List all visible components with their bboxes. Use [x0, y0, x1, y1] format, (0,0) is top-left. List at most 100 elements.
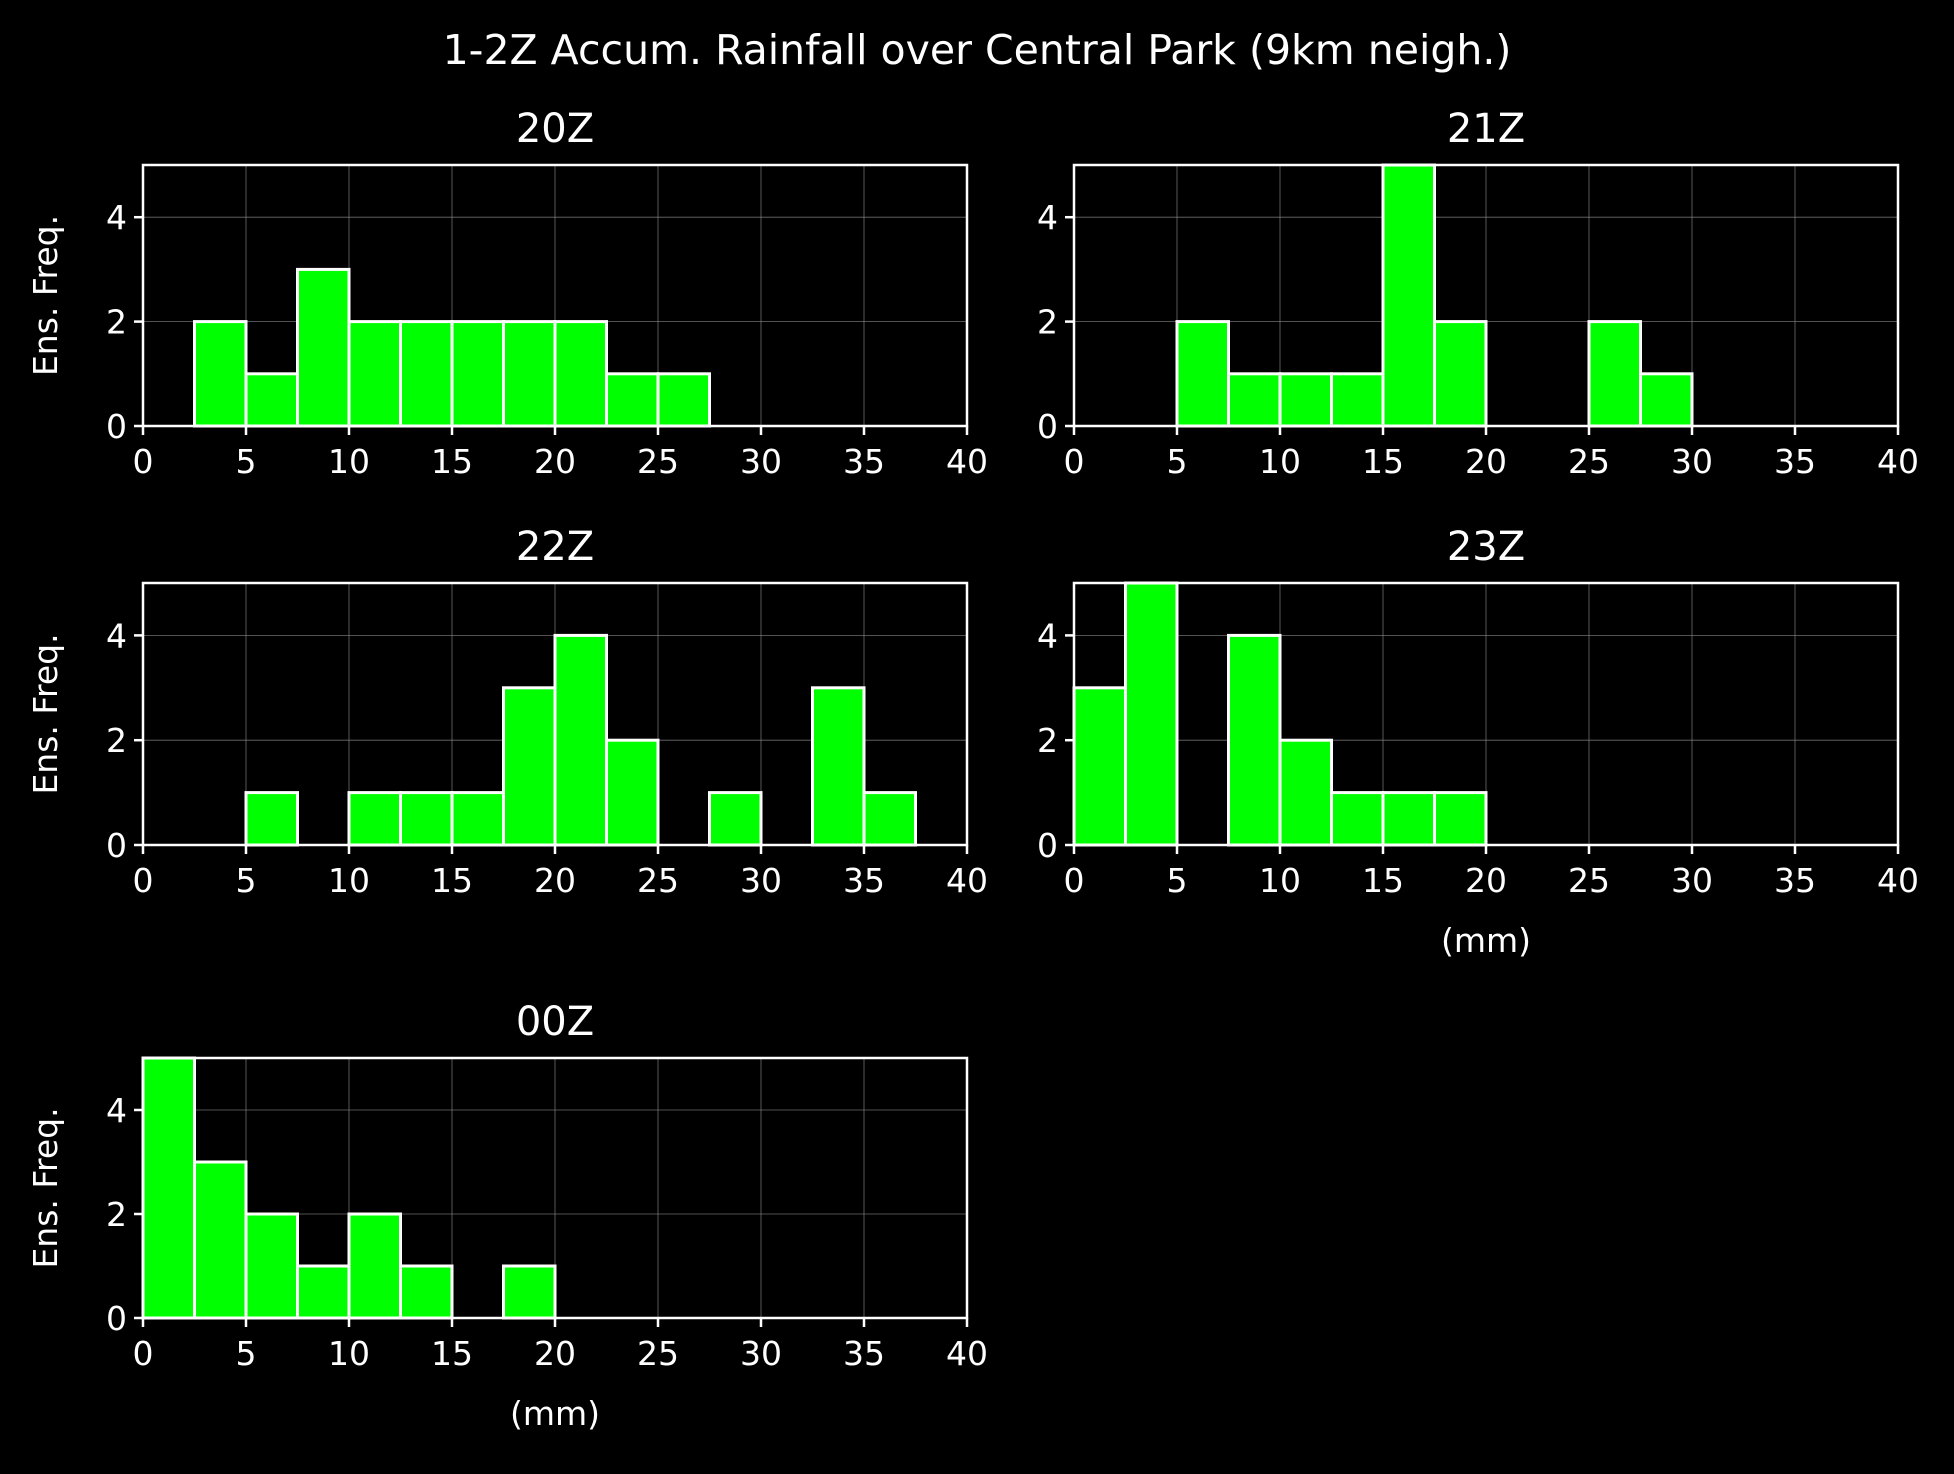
histogram-bar	[605, 372, 660, 428]
histogram-bar	[502, 1264, 557, 1320]
x-tick-label: 35	[843, 861, 885, 900]
histogram-bar	[244, 791, 299, 847]
x-tick-label: 10	[1259, 442, 1301, 481]
x-tick-label: 25	[637, 1334, 679, 1373]
y-tick-label: 0	[106, 407, 127, 446]
x-tick-label: 10	[328, 442, 370, 481]
histogram-bar	[1124, 581, 1179, 847]
y-tick-label: 2	[1037, 303, 1058, 342]
x-tick-label: 40	[946, 442, 988, 481]
x-tick-label: 35	[1774, 861, 1816, 900]
x-tick-label: 15	[1362, 442, 1404, 481]
x-tick-label: 20	[534, 861, 576, 900]
histogram-bar	[347, 320, 402, 428]
x-tick-label: 20	[1465, 861, 1507, 900]
subplot-21Z: 0 5 10 15 20 25 30 35 40 0 2 4 21Z	[1037, 106, 1919, 481]
histogram-bar	[1433, 791, 1488, 847]
histogram-bar	[553, 633, 608, 847]
histogram-bar	[347, 1212, 402, 1320]
histogram-bar	[141, 1056, 196, 1320]
histogram-bar	[193, 1160, 248, 1320]
x-tick-label: 5	[236, 861, 257, 900]
histogram-bar	[1639, 372, 1694, 428]
x-tick-label: 10	[1259, 861, 1301, 900]
subplot-title: 20Z	[516, 106, 594, 152]
x-tick-label: 10	[328, 861, 370, 900]
x-tick-label: 20	[1465, 442, 1507, 481]
y-tick-label: 4	[106, 198, 127, 237]
x-tick-label: 0	[133, 861, 154, 900]
y-axis-label: Ens. Freq.	[26, 215, 65, 376]
x-tick-label: 5	[236, 442, 257, 481]
histogram-bar	[1330, 791, 1385, 847]
x-tick-label: 15	[1362, 861, 1404, 900]
histogram-bar	[244, 1212, 299, 1320]
x-tick-label: 15	[431, 861, 473, 900]
histogram-bar	[1227, 372, 1282, 428]
x-tick-label: 30	[1671, 442, 1713, 481]
histogram-bar	[399, 791, 454, 847]
histogram-bar	[1278, 372, 1333, 428]
y-tick-label: 0	[1037, 407, 1058, 446]
histogram-bar	[1227, 633, 1282, 847]
histogram-bar	[1381, 791, 1436, 847]
y-tick-label: 4	[1037, 616, 1058, 655]
histogram-bar	[708, 791, 763, 847]
subplot-title: 00Z	[516, 999, 594, 1045]
x-tick-label: 30	[1671, 861, 1713, 900]
histogram-bar	[1381, 163, 1436, 428]
x-tick-label: 25	[1568, 442, 1610, 481]
histogram-bar	[399, 320, 454, 428]
x-tick-label: 40	[1877, 442, 1919, 481]
y-tick-label: 2	[106, 303, 127, 342]
y-tick-label: 0	[106, 826, 127, 865]
x-tick-label: 20	[534, 442, 576, 481]
x-tick-label: 10	[328, 1334, 370, 1373]
x-tick-label: 30	[740, 861, 782, 900]
x-tick-label: 40	[1877, 861, 1919, 900]
x-tick-label: 15	[431, 1334, 473, 1373]
x-tick-label: 5	[1167, 442, 1188, 481]
y-tick-label: 4	[106, 616, 127, 655]
x-tick-label: 30	[740, 1334, 782, 1373]
x-tick-label: 25	[637, 442, 679, 481]
y-tick-label: 0	[106, 1299, 127, 1338]
x-tick-label: 30	[740, 442, 782, 481]
x-tick-label: 25	[637, 861, 679, 900]
subplot-23Z: 0 5 10 15 20 25 30 35 40 0 2 4 23Z (mm)	[1037, 524, 1919, 960]
histogram-bar	[1072, 686, 1127, 847]
histogram-bar	[296, 267, 351, 428]
histogram-bar	[1175, 320, 1230, 428]
histogram-bar	[553, 320, 608, 428]
histogram-bar	[502, 320, 557, 428]
x-tick-label: 20	[534, 1334, 576, 1373]
x-tick-label: 40	[946, 861, 988, 900]
x-tick-label: 5	[236, 1334, 257, 1373]
histogram-bar	[450, 791, 505, 847]
histogram-bar	[347, 791, 402, 847]
x-axis-label: (mm)	[1441, 921, 1531, 960]
y-tick-label: 2	[106, 721, 127, 760]
x-tick-label: 15	[431, 442, 473, 481]
y-tick-label: 4	[1037, 198, 1058, 237]
histogram-bar	[1330, 372, 1385, 428]
x-tick-label: 25	[1568, 861, 1610, 900]
subplot-00Z: 0 5 10 15 20 25 30 35 40 0 2 4 00Z Ens. Freq. (mm)	[26, 999, 988, 1433]
x-tick-label: 0	[133, 442, 154, 481]
x-tick-label: 40	[946, 1334, 988, 1373]
x-axis-label: (mm)	[510, 1394, 600, 1433]
x-tick-label: 0	[133, 1334, 154, 1373]
subplot-title: 23Z	[1447, 524, 1525, 570]
subplot-22Z: 0 5 10 15 20 25 30 35 40 0 2 4 22Z Ens. Freq.	[26, 524, 988, 900]
x-tick-label: 0	[1064, 861, 1085, 900]
histogram-bar	[296, 1264, 351, 1320]
figure-suptitle: 1-2Z Accum. Rainfall over Central Park (…	[443, 26, 1512, 74]
y-axis-label: Ens. Freq.	[26, 1107, 65, 1268]
histogram-bar	[862, 791, 917, 847]
histogram-bar	[399, 1264, 454, 1320]
histogram-bar	[656, 372, 711, 428]
x-tick-label: 35	[843, 442, 885, 481]
histogram-bar	[605, 738, 660, 847]
